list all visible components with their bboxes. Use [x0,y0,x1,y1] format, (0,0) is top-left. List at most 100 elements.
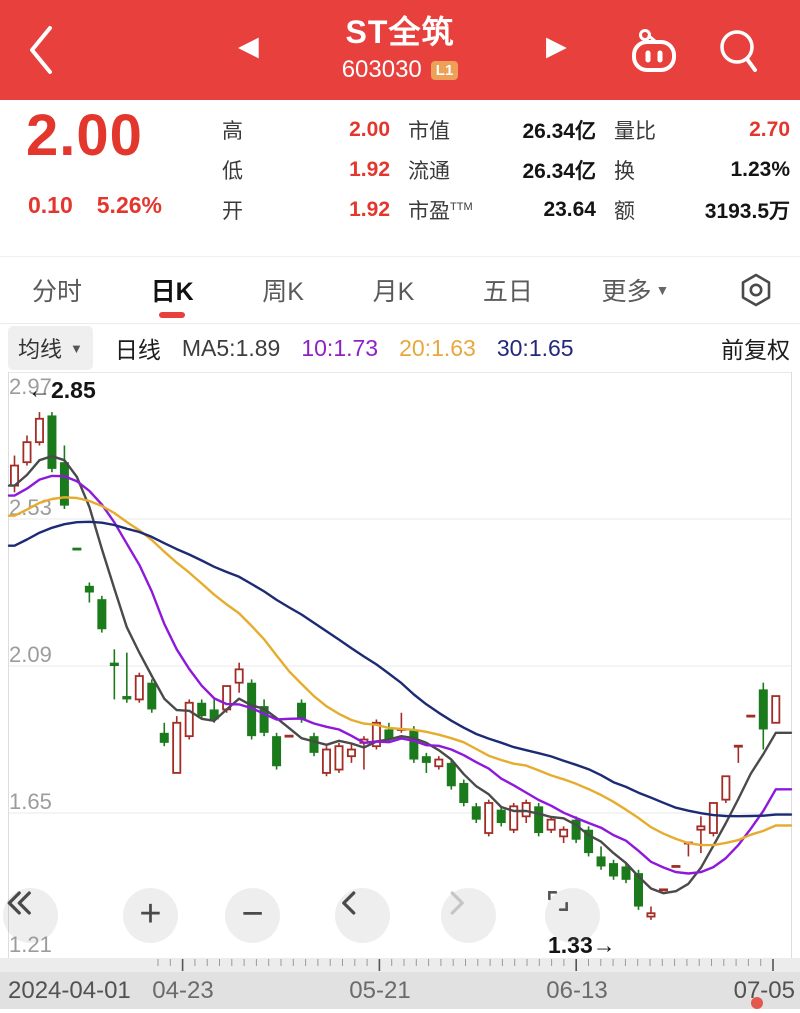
zoom-in-icon: + [139,893,162,935]
ma-line-MA5 [7,454,793,895]
tab-label: 周K [262,278,304,306]
tab-更多[interactable]: 更多 ▼ [602,257,670,323]
quote-column: 市值 26.34亿 流通 26.34亿 市盈TTM 23.64 [408,110,596,230]
quote-value: 26.34亿 [522,120,596,143]
ma-line-MA30 [7,520,793,818]
header: ◀ ST全筑 603030 L1 ▶ [0,0,800,100]
quote-row: 量比 2.70 [614,110,790,150]
header-title-block: ST全筑 603030 L1 [200,12,600,84]
quote-label: 换 [614,160,635,183]
prev-stock-icon[interactable]: ◀ [238,31,259,61]
fullscreen-button[interactable] [545,888,600,943]
tab-label: 更多 [601,278,652,306]
ma-value: 30:1.65 [496,334,574,361]
x-axis-label: 05-21 [349,977,410,1004]
tab-label: 五日 [482,278,533,306]
x-axis-label: 07-05 [734,977,795,1004]
level-badge: L1 [430,60,459,80]
quote-value: 1.92 [349,198,390,221]
zoom-out-button[interactable]: − [225,888,280,943]
indicator-bar: 均线 ▼ 日线 MA5:1.89 10:1.73 20:1.63 30:1.65 前复… [0,324,800,372]
y-axis-label: 2.09 [9,642,52,667]
tab-label: 月K [372,278,415,306]
x-axis-label: 06-13 [546,977,607,1004]
tab-周K[interactable]: 周K [262,257,304,323]
stock-name: ST全筑 [345,14,455,50]
adjust-mode-label[interactable]: 前复权 [721,337,790,363]
quote-value: 1.92 [349,158,390,181]
quote-row: 换 1.23% [614,150,790,190]
ma-value: 20:1.63 [399,334,476,361]
y-axis-label: 2.97 [9,374,52,399]
high-price-annotation: ←2.85 [28,377,96,403]
zoom-out-icon: − [241,893,264,935]
quote-value: 23.64 [543,198,596,221]
quote-row: 高 2.00 [222,110,390,150]
ma-line-MA10 [7,474,793,875]
y-axis-label: 1.21 [9,932,52,957]
low-price-annotation: 1.33→ [548,932,616,958]
active-tab-indicator [159,312,186,318]
quote-grid: 高 2.00 低 1.92 开 1.92 市值 26.34亿 流通 26.34亿 市盈TTM 23.6… [222,110,790,230]
tab-日K[interactable]: 日K [151,257,194,323]
indicator-selector-label: 均线 [18,337,63,362]
quote-row: 市值 26.34亿 [408,110,596,150]
fast-rewind-button[interactable] [3,888,58,943]
quote-row: 低 1.92 [222,150,390,190]
tab-label: 分时 [32,278,83,306]
change-percent: 5.26% [96,192,162,218]
pan-right-icon [450,891,464,915]
ma-line-MA20 [7,496,793,847]
y-axis-label: 1.65 [9,789,52,814]
settings-gear-icon[interactable] [738,272,774,308]
price-change: 0.10 5.26% [28,192,162,219]
quote-column: 量比 2.70 换 1.23% 额 3193.5万 [614,110,790,230]
quote-label: 市盈TTM [408,200,473,223]
quote-label: 额 [614,200,635,223]
change-amount: 0.10 [28,192,73,218]
pan-left-icon [342,891,356,915]
current-day-dot [751,997,763,1009]
quote-row: 开 1.92 [222,190,390,230]
quote-panel: 2.00 0.10 5.26% 高 2.00 低 1.92 开 1.92 市值 26.34亿流… [0,100,800,256]
search-icon[interactable] [716,26,764,76]
zoom-in-button[interactable]: + [123,888,178,943]
period-tabs: 分时 日K 周K 月K 五日 更多 ▼ [0,256,800,324]
quote-column: 高 2.00 低 1.92 开 1.92 [222,110,390,230]
x-axis-label: 04-23 [152,977,213,1004]
indicator-selector[interactable]: 均线 ▼ [8,326,93,370]
period-label: 日线 [114,337,161,363]
quote-value: 3193.5万 [704,200,790,223]
fast-rewind-icon [7,891,31,915]
quote-value: 2.70 [749,118,790,141]
back-icon[interactable] [24,22,58,78]
ma-values: MA5:1.89 10:1.73 20:1.63 30:1.65 [161,335,574,362]
stock-code: 603030 [341,56,422,83]
quote-label: 开 [222,200,243,223]
fullscreen-icon [548,891,568,911]
tab-分时[interactable]: 分时 [32,257,82,323]
quote-label: 高 [222,120,243,143]
chevron-down-icon: ▼ [70,340,83,356]
ma-value: MA5:1.89 [181,334,281,361]
quote-row: 额 3193.5万 [614,190,790,230]
quote-label: 流通 [408,160,450,183]
quote-value: 2.00 [349,118,390,141]
next-stock-icon[interactable]: ▶ [546,31,567,61]
assistant-robot-icon[interactable] [628,28,680,74]
tab-五日[interactable]: 五日 [483,257,533,323]
tab-月K[interactable]: 月K [373,257,415,323]
chevron-down-icon: ▼ [655,282,670,298]
quote-value: 26.34亿 [522,160,596,183]
quote-row: 市盈TTM 23.64 [408,190,596,230]
quote-value: 1.23% [730,158,790,181]
quote-row: 流通 26.34亿 [408,150,596,190]
ma-value: 10:1.73 [301,334,379,361]
quote-label: 市值 [408,120,450,143]
quote-label: 低 [222,160,243,183]
pan-right-button[interactable] [441,888,496,943]
x-axis-label: 2024-04-01 [8,977,131,1004]
pan-left-button[interactable] [335,888,390,943]
